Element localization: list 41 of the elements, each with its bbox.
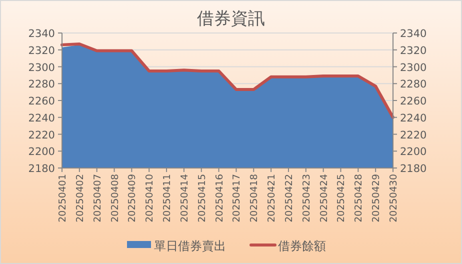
y2-tick-label: 2220: [400, 129, 427, 142]
x-tick-label: 20250429: [371, 174, 382, 222]
x-tick-label: 20250428: [354, 174, 365, 222]
x-tick-label: 20250424: [318, 174, 330, 222]
y-tick-label: 2200: [28, 146, 55, 158]
y2-tick-label: 2260: [400, 96, 427, 108]
x-tick-label: 20250416: [214, 174, 226, 222]
y2-tick-label: 2280: [400, 78, 427, 91]
x-tick-label: 20250421: [266, 174, 278, 222]
x-tick-label: 20250411: [162, 174, 174, 222]
y2-tick-label: 2340: [400, 28, 427, 40]
y-tick-label: 2180: [28, 163, 55, 175]
y2-tick-label: 2180: [400, 163, 427, 175]
x-tick-label: 20250418: [249, 174, 260, 222]
x-tick-label: 20250430: [388, 174, 400, 222]
x-tick-label: 20250408: [110, 174, 121, 222]
y2-tick-label: 2240: [400, 112, 427, 124]
x-tick-label: 20250407: [92, 174, 104, 222]
y-tick-label: 2220: [28, 129, 55, 142]
x-tick-label: 20250401: [58, 174, 68, 222]
legend-label: 單日借券賣出: [154, 239, 226, 253]
chart-title: 借券資訊: [197, 9, 265, 29]
x-tick-label: 20250417: [232, 174, 243, 222]
y2-tick-label: 2320: [400, 44, 427, 57]
y-tick-label: 2280: [28, 78, 55, 91]
y-tick-label: 2260: [28, 96, 55, 108]
y-tick-label: 2300: [28, 62, 55, 74]
x-tick-label: 20250402: [74, 174, 86, 222]
y-tick-label: 2240: [28, 112, 55, 124]
y2-tick-label: 2300: [400, 62, 427, 74]
x-tick-label: 20250422: [284, 174, 295, 222]
x-tick-label: 20250425: [336, 174, 348, 222]
y-tick-label: 2320: [28, 44, 55, 57]
x-tick-label: 20250409: [127, 174, 138, 222]
x-tick-label: 20250423: [301, 174, 312, 222]
y2-tick-label: 2200: [400, 146, 427, 158]
x-tick-label: 20250415: [196, 174, 208, 222]
x-tick-label: 20250414: [179, 174, 190, 222]
y-tick-label: 2340: [28, 28, 55, 40]
x-tick-label: 20250410: [144, 174, 156, 222]
legend-label: 借券餘額: [278, 239, 326, 253]
